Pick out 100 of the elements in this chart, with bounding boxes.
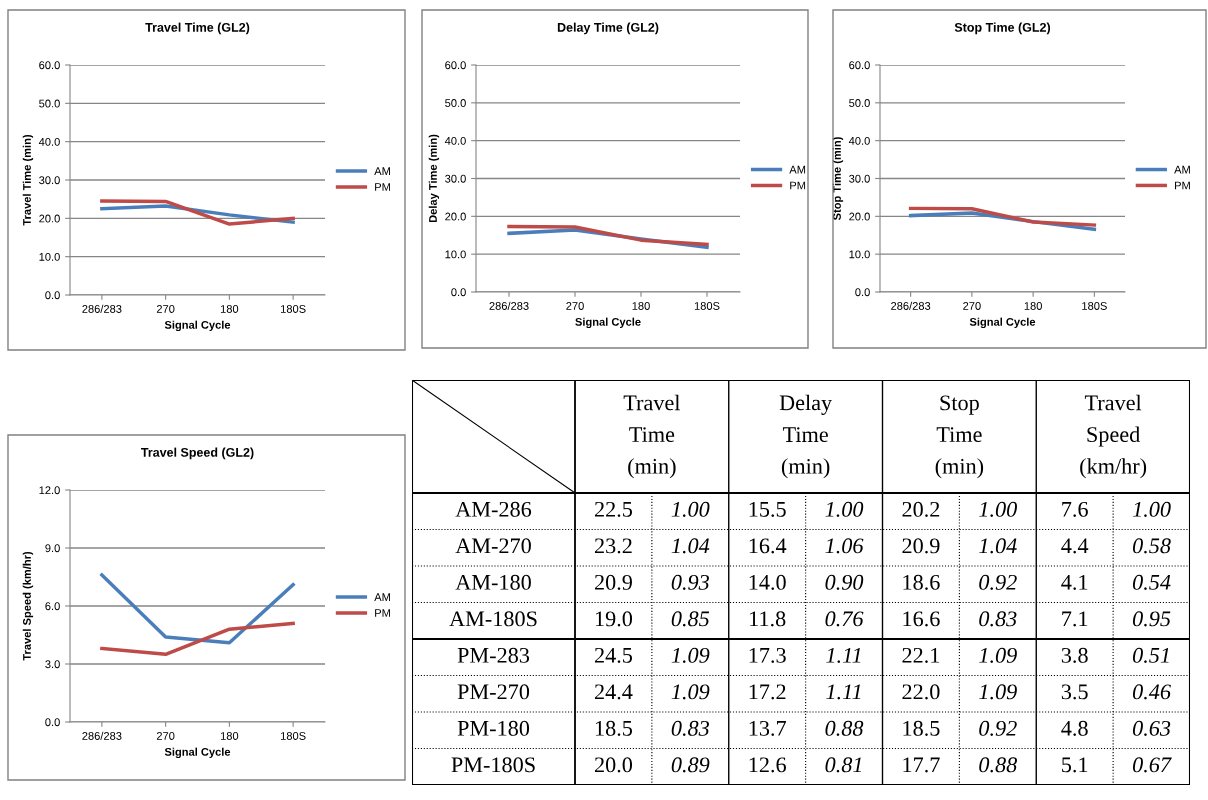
data-label: 20.9 [902, 538, 940, 554]
data-label: 18.6 [903, 574, 940, 590]
data-label: 1.00 [671, 501, 710, 517]
legend-label: AM [1174, 165, 1190, 174]
text: Travel Speed (km/hr) [1080, 394, 1147, 479]
data-label: 1.00 [1132, 501, 1171, 517]
y-tick-label: 6.0 [45, 602, 60, 611]
y-tick-label: 10.0 [39, 252, 60, 261]
y-tick-label: 10.0 [445, 250, 466, 259]
data-label: 0.95 [1132, 611, 1171, 627]
data-label: 22.5 [594, 501, 633, 517]
data-label: 0.92 [979, 720, 1017, 736]
y-tick-label: 0.0 [45, 291, 60, 300]
data-label: 3.8 [1061, 647, 1088, 663]
x-tick-label: 180 [632, 302, 650, 310]
data-label: 0.92 [979, 574, 1017, 590]
chart-title: Travel Speed (GL2) [141, 447, 254, 460]
y-tick-label: 40.0 [848, 136, 870, 145]
data-label: 5.1 [1062, 757, 1088, 773]
data-label: 17.3 [749, 647, 786, 663]
y-tick-label: 12.0 [39, 486, 60, 495]
data-label: 4.4 [1061, 538, 1089, 554]
data-label: 22.0 [902, 684, 940, 700]
data-label: 17.7 [903, 757, 940, 773]
data-label: 20.9 [594, 574, 632, 590]
data-label: 0.88 [979, 757, 1018, 773]
data-label: 1.06 [825, 538, 864, 554]
data-label: 0.76 [825, 611, 864, 627]
data-label: 0.58 [1132, 538, 1171, 554]
legend-label: PM [790, 181, 806, 190]
data-label: 15.5 [749, 501, 786, 517]
data-label: 1.09 [979, 647, 1017, 663]
y-tick-label: 50.0 [849, 99, 870, 107]
data-label: 1.09 [671, 647, 710, 663]
data-label: 19.0 [595, 611, 633, 627]
y-tick-label: 20.0 [849, 212, 870, 221]
x-tick-label: 180S [694, 302, 720, 310]
data-label: 1.09 [671, 684, 710, 700]
y-tick-label: 50.0 [39, 99, 60, 108]
data-label: 0.51 [1132, 647, 1169, 663]
legend-label: AM [374, 167, 390, 175]
data-label: 24.4 [594, 684, 633, 700]
y-tick-label: 9.0 [45, 544, 60, 553]
y-tick-label: 0.0 [855, 288, 870, 297]
y-axis-title: Stop Time (min) [832, 137, 844, 221]
y-tick-label: 3.0 [45, 660, 60, 669]
y-tick-label: 50.0 [445, 99, 466, 107]
data-label: 0.54 [1132, 574, 1171, 590]
y-tick-label: 60.0 [39, 61, 60, 70]
y-tick-label: 10.0 [849, 250, 870, 259]
data-label: 24.5 [594, 647, 633, 663]
line-series [100, 573, 295, 645]
y-tick-label: 40.0 [444, 136, 466, 145]
chart-title: Travel Time (GL2) [145, 22, 250, 35]
data-label: 14.0 [749, 574, 786, 590]
category-label: PM-270 [457, 684, 530, 700]
x-tick-label: 286/283 [891, 301, 931, 310]
legend-label: PM [375, 609, 390, 617]
data-label: 0.93 [671, 574, 709, 590]
x-tick-label: 180 [220, 732, 239, 740]
data-label: 18.5 [595, 720, 633, 736]
data-label: 13.7 [749, 720, 786, 736]
x-tick-label: 180S [281, 305, 306, 313]
x-axis-title: Signal Cycle [575, 317, 641, 329]
line-series [100, 199, 295, 226]
data-label: 11.8 [750, 611, 786, 627]
category-label: PM-283 [457, 647, 530, 663]
data-label: 1.04 [979, 538, 1017, 554]
x-axis-title: Signal Cycle [164, 320, 231, 332]
data-label: 0.89 [671, 757, 710, 773]
x-tick-label: 180S [281, 732, 306, 740]
y-tick-label: 20.0 [39, 214, 60, 223]
y-axis-title: Travel Time (min) [22, 134, 34, 226]
x-tick-label: 270 [963, 302, 981, 310]
data-label: 16.4 [749, 538, 787, 554]
data-label: 16.6 [903, 611, 940, 627]
x-tick-label: 286/283 [489, 301, 529, 310]
y-axis-title: Travel Speed (km/hr) [22, 551, 34, 661]
data-label: 1.11 [826, 684, 861, 700]
x-axis-title: Signal Cycle [969, 317, 1036, 329]
category-label: PM-180 [457, 720, 530, 736]
data-label: 1.00 [979, 501, 1017, 517]
y-tick-label: 40.0 [38, 137, 60, 146]
data-label: 4.1 [1061, 574, 1088, 590]
line-series [100, 621, 295, 657]
x-tick-label: 270 [156, 732, 175, 740]
legend-label: PM [375, 183, 390, 191]
data-label: 0.63 [1132, 720, 1171, 736]
y-tick-label: 0.0 [451, 288, 466, 297]
legend-label: PM [1175, 181, 1190, 190]
category-label: PM-180S [451, 757, 535, 773]
y-tick-label: 0.0 [45, 718, 60, 727]
data-label: 12.6 [749, 757, 786, 773]
data-label: 4.8 [1061, 720, 1088, 736]
x-tick-label: 270 [156, 305, 175, 313]
legend-label: AM [789, 165, 806, 174]
data-label: 1.00 [825, 501, 864, 517]
text: Stop Time (min) [935, 395, 984, 479]
line-series [908, 206, 1097, 227]
data-label: 17.2 [749, 684, 786, 700]
